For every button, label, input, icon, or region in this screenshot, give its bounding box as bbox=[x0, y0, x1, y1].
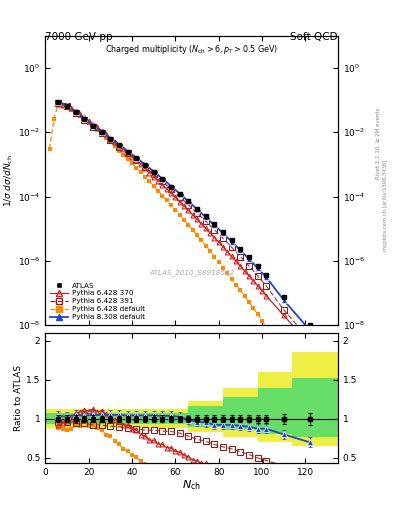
Text: ATLAS_2010_S8918562: ATLAS_2010_S8918562 bbox=[149, 269, 234, 276]
Text: mcplots.cern.ch [arXiv:1306.3436]: mcplots.cern.ch [arXiv:1306.3436] bbox=[383, 159, 387, 250]
Text: Charged multiplicity ($N_\mathrm{ch} > 6, p_\mathrm{T} > 0.5$ GeV): Charged multiplicity ($N_\mathrm{ch} > 6… bbox=[105, 43, 278, 56]
Y-axis label: Ratio to ATLAS: Ratio to ATLAS bbox=[14, 365, 23, 431]
Legend: ATLAS, Pythia 6.428 370, Pythia 6.428 391, Pythia 6.428 default, Pythia 8.308 de: ATLAS, Pythia 6.428 370, Pythia 6.428 39… bbox=[49, 281, 147, 322]
Y-axis label: $1/\sigma\;d\sigma/dN_\mathrm{ch}$: $1/\sigma\;d\sigma/dN_\mathrm{ch}$ bbox=[2, 154, 15, 207]
X-axis label: $N_\mathrm{ch}$: $N_\mathrm{ch}$ bbox=[182, 479, 201, 493]
Text: 7000 GeV pp: 7000 GeV pp bbox=[45, 32, 113, 42]
Text: Soft QCD: Soft QCD bbox=[290, 32, 338, 42]
Text: Rivet 3.1.10, ≥ 2M events: Rivet 3.1.10, ≥ 2M events bbox=[376, 108, 380, 179]
